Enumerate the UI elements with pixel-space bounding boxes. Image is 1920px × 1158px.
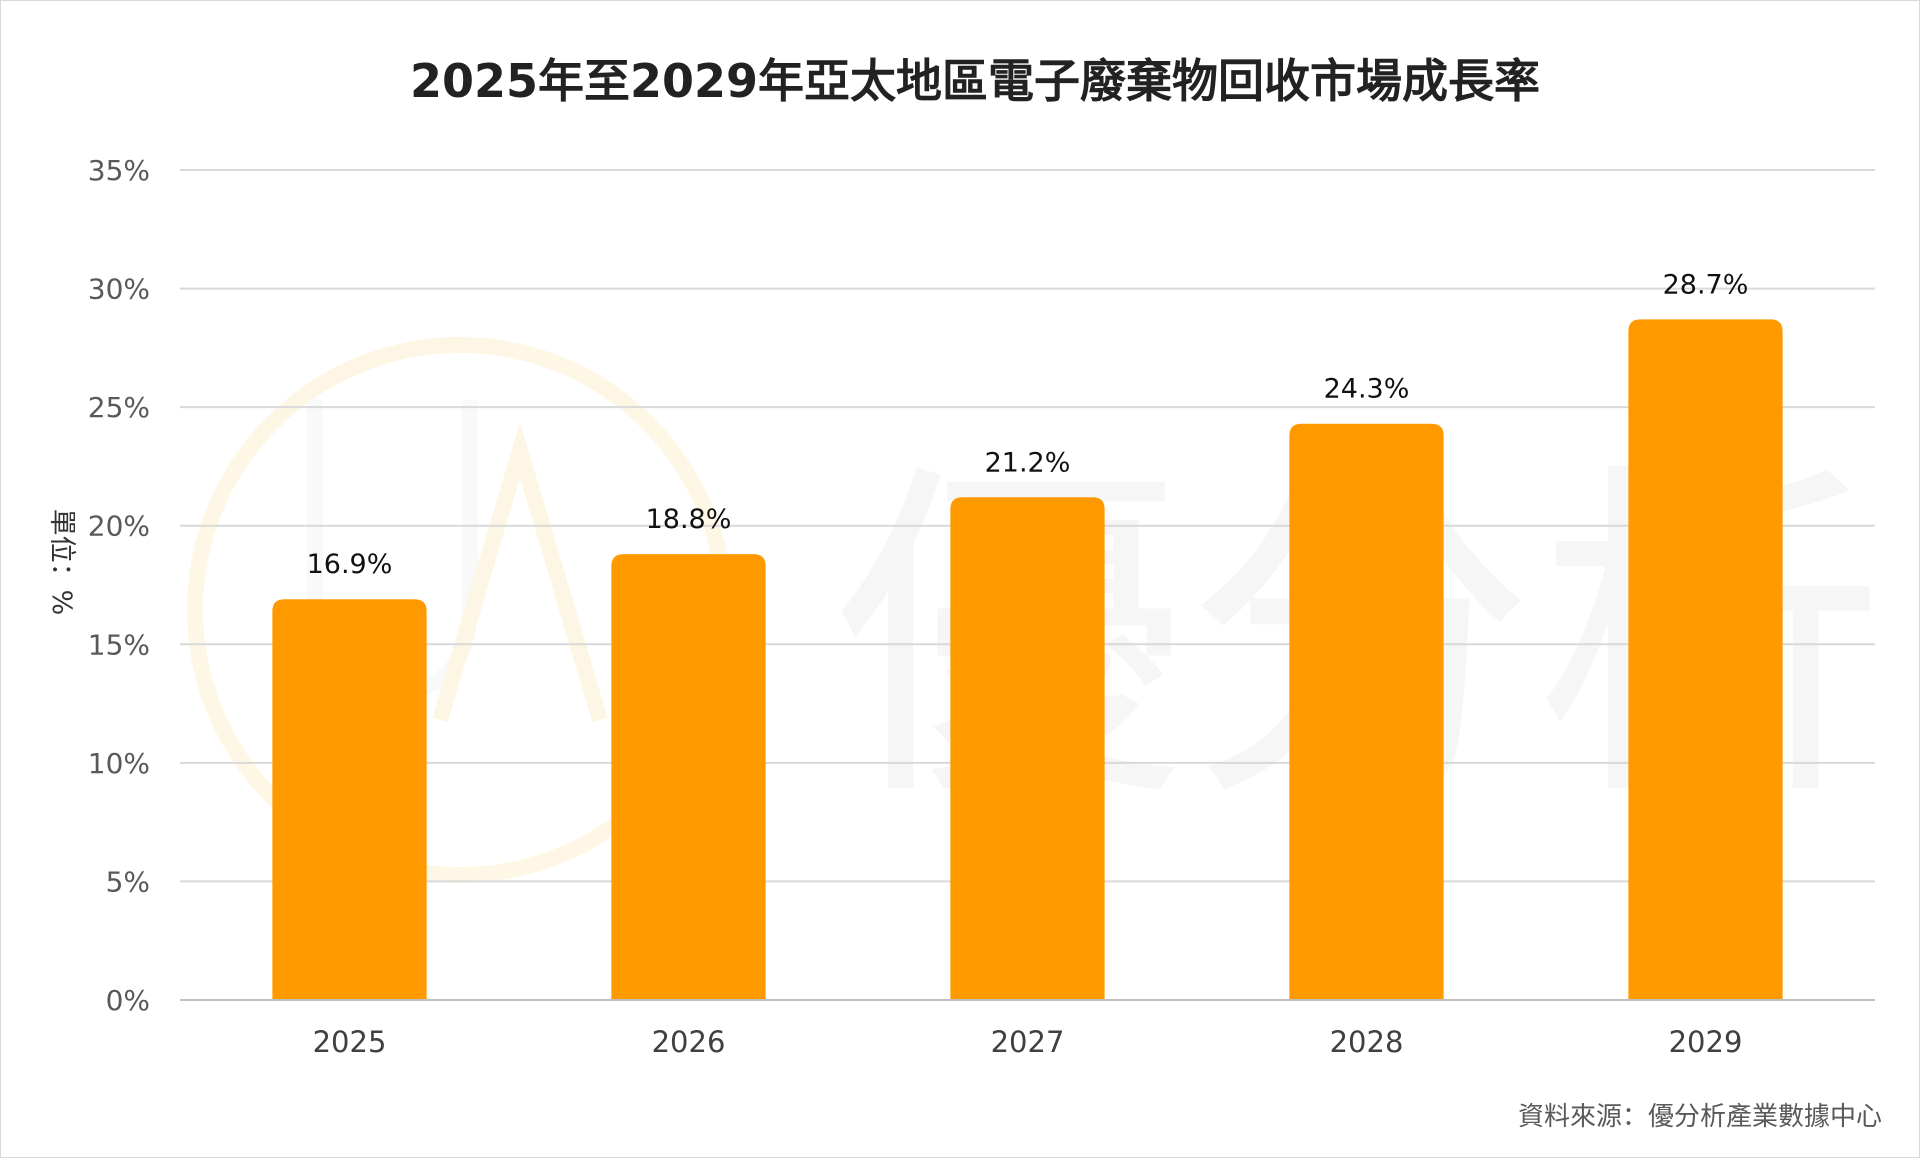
x-axis-ticks: 2025 2026 2027 2028 2029 [313, 1025, 1743, 1059]
y-tick-label: 5% [106, 865, 150, 898]
x-tick-label: 2029 [1669, 1025, 1743, 1059]
x-tick-label: 2025 [313, 1025, 387, 1059]
x-tick-label: 2028 [1330, 1025, 1404, 1059]
bar-2026 [611, 554, 766, 1000]
bar-2028 [1289, 423, 1444, 1000]
data-label-2026: 18.8% [646, 504, 732, 535]
bar-2027 [950, 497, 1105, 1000]
data-label-2025: 16.9% [307, 549, 393, 580]
data-label-2029: 28.7% [1663, 269, 1749, 300]
y-axis-label-text: 單位：% [46, 509, 77, 616]
bar-2025 [272, 599, 427, 1000]
bars [272, 319, 1783, 1000]
y-axis-unit-label: 單位：% [46, 509, 77, 616]
y-tick-label: 30% [88, 273, 150, 306]
y-tick-label: 0% [106, 984, 150, 1017]
y-tick-label: 10% [88, 747, 150, 780]
data-labels: 16.9% 18.8% 21.2% 24.3% 28.7% [307, 269, 1749, 580]
chart-title: 2025年至2029年亞太地區電子廢棄物回收市場成長率 [410, 54, 1540, 108]
y-tick-label: 35% [88, 154, 150, 187]
y-tick-label: 25% [88, 391, 150, 424]
x-tick-label: 2027 [991, 1025, 1065, 1059]
y-tick-label: 20% [88, 510, 150, 543]
y-axis-ticks: 0% 5% 10% 15% 20% 25% 30% 35% [88, 154, 150, 1017]
y-tick-label: 15% [88, 628, 150, 661]
data-label-2027: 21.2% [985, 447, 1071, 478]
bar-2029 [1628, 319, 1783, 1000]
source-note: 資料來源：優分析產業數據中心 [1518, 1102, 1882, 1132]
data-label-2028: 24.3% [1324, 374, 1410, 405]
x-tick-label: 2026 [652, 1025, 726, 1059]
